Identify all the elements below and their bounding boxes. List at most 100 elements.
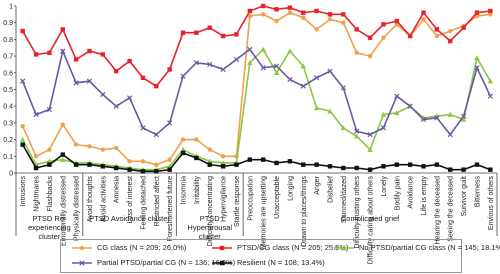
marker: [287, 159, 293, 164]
marker: [114, 145, 119, 151]
marker: [380, 125, 387, 131]
marker: [381, 35, 386, 40]
cluster-label: PTSD Hyperarousal cluster: [187, 214, 233, 241]
x-tick-label: Difficulty trusting others: [354, 176, 361, 249]
marker: [154, 169, 159, 174]
marker: [153, 131, 159, 138]
marker: [474, 55, 480, 60]
legend-item: CG class (N = 209; 26.0%): [71, 243, 186, 252]
marker: [420, 116, 427, 123]
marker: [193, 60, 199, 66]
legend-label: CG class (N = 209; 26.0%): [97, 243, 187, 252]
marker: [407, 33, 413, 39]
x-tick-label: Flashbacks: [47, 176, 54, 212]
marker: [114, 165, 119, 171]
x-tick-label: Emotionally distressed: [60, 176, 67, 246]
marker: [301, 15, 306, 20]
marker: [448, 28, 453, 34]
marker: [46, 106, 53, 113]
marker: [434, 27, 440, 32]
marker: [87, 144, 92, 149]
marker: [301, 10, 306, 15]
marker: [300, 83, 306, 89]
marker: [100, 52, 106, 57]
marker: [140, 159, 146, 164]
marker: [220, 160, 226, 166]
x-tick-label: Intrusions: [20, 176, 27, 207]
legend-label: Partial PTSD/partial CG (N = 136; 16.9%): [97, 258, 236, 267]
x-tick-label: Unacceptable: [274, 176, 281, 219]
marker: [207, 162, 212, 167]
marker: [220, 66, 226, 73]
marker: [260, 157, 266, 162]
series-line: [21, 11, 491, 166]
marker: [460, 116, 467, 122]
marker: [33, 154, 39, 159]
x-tick-label: Disbelief: [327, 176, 334, 203]
marker: [87, 162, 92, 167]
marker: [247, 8, 253, 14]
marker: [140, 169, 146, 174]
marker: [167, 120, 173, 126]
marker: [367, 35, 373, 40]
marker: [220, 164, 226, 169]
marker: [113, 103, 119, 109]
legend-label: Resilient (N = 108; 13.4%): [237, 258, 325, 267]
marker: [60, 152, 65, 157]
x-tick-label: Difficulty caring about others: [368, 176, 375, 265]
marker: [327, 17, 333, 22]
x-tick-label: Avoid activities: [100, 176, 107, 223]
x-tick-label: Bodily pain: [394, 176, 401, 210]
marker: [247, 13, 253, 19]
marker: [487, 93, 493, 99]
y-tick-label: 0.4: [3, 104, 13, 111]
marker: [100, 164, 106, 169]
marker: [167, 167, 172, 172]
marker: [127, 58, 132, 64]
marker: [447, 131, 453, 138]
marker: [60, 48, 66, 54]
marker: [247, 60, 253, 65]
marker: [260, 46, 266, 52]
marker: [487, 78, 494, 84]
legend-swatch: [72, 259, 92, 266]
marker: [260, 65, 266, 71]
marker: [207, 147, 212, 152]
y-tick-label: 0.2: [3, 137, 13, 144]
marker: [86, 78, 93, 84]
legend-item: No PTSD/partial CG class (N = 145; 18.1%…: [333, 243, 500, 252]
marker: [367, 167, 373, 172]
marker: [33, 111, 39, 118]
x-tick-label: Startle response: [234, 176, 241, 227]
marker: [180, 30, 186, 35]
marker: [434, 33, 440, 39]
marker: [167, 67, 172, 72]
x-tick-label: Irritability: [194, 176, 201, 205]
marker: [448, 167, 453, 172]
x-tick-label: Difficulty concentrating: [207, 176, 214, 246]
x-tick-label: Bitterness: [474, 176, 481, 208]
marker: [381, 164, 386, 169]
marker: [140, 75, 146, 81]
y-tick-label: 0.8: [3, 37, 13, 44]
marker: [367, 131, 373, 138]
marker: [273, 70, 280, 75]
series-line: [21, 5, 491, 88]
x-tick-label: Preoccupation: [247, 176, 254, 221]
series-line: [21, 144, 491, 173]
marker: [434, 162, 440, 167]
x-tick-label: Longing: [287, 176, 294, 201]
marker: [194, 155, 199, 161]
legend: CG class (N = 209; 26.0%) PTSD/CG class (…: [60, 239, 500, 273]
marker: [140, 125, 146, 131]
legend-swatch: [212, 245, 232, 250]
marker: [367, 146, 373, 152]
marker: [341, 165, 346, 171]
marker: [394, 93, 400, 99]
marker: [341, 244, 347, 250]
x-tick-label: Physically distressed: [74, 176, 81, 241]
marker: [287, 5, 293, 10]
marker: [73, 162, 79, 167]
marker: [314, 27, 319, 32]
